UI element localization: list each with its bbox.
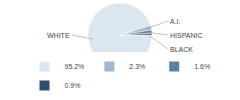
svg-text:2.3%: 2.3% <box>129 63 145 70</box>
svg-text:1.6%: 1.6% <box>194 63 210 70</box>
svg-text:WHITE: WHITE <box>47 32 70 39</box>
svg-text:95.2%: 95.2% <box>65 63 85 70</box>
svg-text:A.I.: A.I. <box>170 18 181 25</box>
svg-text:BLACK: BLACK <box>170 46 193 53</box>
svg-text:HISPANIC: HISPANIC <box>170 32 203 39</box>
svg-text:0.9%: 0.9% <box>65 82 81 89</box>
